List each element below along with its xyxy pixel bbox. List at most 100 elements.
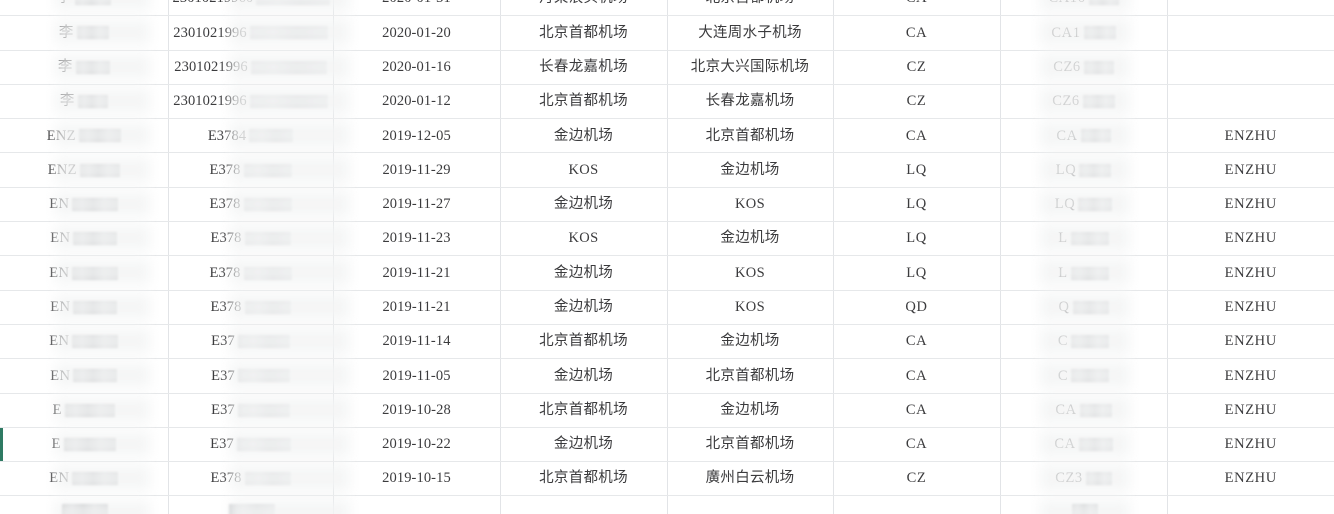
cell-passenger-name[interactable]: 李: [0, 0, 169, 17]
cell-airline-code[interactable]: CA: [832, 15, 1001, 51]
cell-flight-number[interactable]: CA: [999, 426, 1168, 463]
cell-flight-date[interactable]: 2019-10-15: [332, 461, 501, 497]
table-row[interactable]: [0, 495, 1334, 514]
cell-flight-date[interactable]: 2020-01-16: [332, 49, 501, 85]
cell-destination-airport[interactable]: 北京首都机场: [666, 426, 834, 463]
cell-airline-code[interactable]: CA: [832, 426, 1001, 463]
cell-passenger-name[interactable]: [0, 495, 169, 514]
cell-flight-date[interactable]: 2019-11-27: [332, 186, 501, 223]
cell-destination-airport[interactable]: 金边机场: [666, 323, 834, 360]
cell-destination-airport[interactable]: 北京首都机场: [666, 0, 834, 17]
cell-id-number[interactable]: 2301021996: [167, 15, 334, 51]
cell-airline-code[interactable]: LQ: [832, 152, 1001, 188]
table-row[interactable]: E E37 2019-10-22 金边机场 北京首都机场 CA CA ENZHU: [0, 426, 1334, 463]
cell-airline-code[interactable]: CA: [832, 118, 1001, 154]
cell-destination-airport[interactable]: 廣州白云机场: [666, 461, 834, 497]
table-row[interactable]: EN E378 2019-11-21 金边机场 KOS QD Q ENZHU: [0, 289, 1334, 325]
cell-origin-airport[interactable]: 丹東浪头机场: [499, 0, 668, 17]
cell-passenger-name[interactable]: 李: [0, 83, 169, 120]
table-row[interactable]: EN E37 2019-11-05 金边机场 北京首都机场 CA C ENZHU: [0, 358, 1334, 394]
cell-destination-airport[interactable]: 金边机场: [666, 152, 834, 188]
cell-airline-code[interactable]: CZ: [832, 461, 1001, 497]
cell-flight-date[interactable]: 2019-11-05: [332, 358, 501, 394]
cell-passenger-name[interactable]: EN: [0, 186, 169, 223]
cell-id-number[interactable]: E378: [167, 152, 334, 188]
cell-id-number[interactable]: E37: [167, 392, 334, 428]
cell-flight-date[interactable]: [332, 495, 501, 514]
cell-passenger-code[interactable]: ENZHU: [1166, 426, 1334, 463]
cell-passenger-name[interactable]: EN: [0, 255, 169, 291]
cell-passenger-name[interactable]: 李: [0, 49, 169, 85]
cell-origin-airport[interactable]: 北京首都机场: [499, 323, 668, 360]
cell-passenger-code[interactable]: ENZHU: [1166, 358, 1334, 394]
table-row[interactable]: EN E378 2019-11-21 金边机场 KOS LQ L ENZHU: [0, 255, 1334, 291]
cell-origin-airport[interactable]: 北京首都机场: [499, 15, 668, 51]
cell-id-number[interactable]: [167, 495, 334, 514]
cell-flight-date[interactable]: 2020-01-31: [332, 0, 501, 17]
cell-flight-number[interactable]: CZ6: [999, 83, 1168, 120]
table-row[interactable]: 李 2301021996 2020-01-12 北京首都机场 长春龙嘉机场 CZ CZ6: [0, 83, 1334, 120]
cell-origin-airport[interactable]: [499, 495, 668, 514]
cell-passenger-code[interactable]: [1166, 15, 1334, 51]
cell-flight-number[interactable]: CA1: [999, 15, 1168, 51]
table-row[interactable]: ENZ E378 2019-11-29 KOS 金边机场 LQ LQ ENZHU: [0, 152, 1334, 188]
cell-origin-airport[interactable]: 金边机场: [499, 186, 668, 223]
cell-flight-number[interactable]: [999, 495, 1168, 514]
cell-origin-airport[interactable]: 北京首都机场: [499, 392, 668, 428]
cell-flight-date[interactable]: 2020-01-12: [332, 83, 501, 120]
cell-passenger-name[interactable]: 李: [0, 15, 169, 51]
cell-passenger-name[interactable]: EN: [0, 323, 169, 360]
cell-origin-airport[interactable]: KOS: [499, 152, 668, 188]
cell-passenger-name[interactable]: EN: [0, 358, 169, 394]
cell-airline-code[interactable]: CZ: [832, 83, 1001, 120]
cell-id-number[interactable]: E378: [167, 255, 334, 291]
cell-flight-date[interactable]: 2019-11-14: [332, 323, 501, 360]
cell-id-number[interactable]: E37: [167, 426, 334, 463]
cell-airline-code[interactable]: CZ: [832, 49, 1001, 85]
cell-flight-number[interactable]: C: [999, 323, 1168, 360]
cell-flight-number[interactable]: CZ3: [999, 461, 1168, 497]
table-row[interactable]: EN E378 2019-10-15 北京首都机场 廣州白云机场 CZ CZ3 ENZHU: [0, 461, 1334, 497]
cell-airline-code[interactable]: CA: [832, 392, 1001, 428]
cell-airline-code[interactable]: [832, 495, 1001, 514]
cell-passenger-code[interactable]: ENZHU: [1166, 152, 1334, 188]
cell-passenger-name[interactable]: EN: [0, 221, 169, 257]
cell-airline-code[interactable]: LQ: [832, 186, 1001, 223]
cell-id-number[interactable]: E3784: [167, 118, 334, 154]
cell-id-number[interactable]: E378: [167, 221, 334, 257]
cell-id-number[interactable]: E378: [167, 461, 334, 497]
cell-flight-number[interactable]: CA: [999, 392, 1168, 428]
cell-passenger-code[interactable]: ENZHU: [1166, 461, 1334, 497]
cell-passenger-code[interactable]: ENZHU: [1166, 221, 1334, 257]
cell-flight-number[interactable]: Q: [999, 289, 1168, 325]
cell-id-number[interactable]: 23010219960: [167, 0, 334, 17]
cell-destination-airport[interactable]: KOS: [666, 289, 834, 325]
cell-airline-code[interactable]: CA: [832, 358, 1001, 394]
cell-origin-airport[interactable]: 金边机场: [499, 426, 668, 463]
cell-flight-number[interactable]: L: [999, 221, 1168, 257]
cell-flight-date[interactable]: 2020-01-20: [332, 15, 501, 51]
cell-origin-airport[interactable]: 金边机场: [499, 255, 668, 291]
cell-origin-airport[interactable]: 金边机场: [499, 289, 668, 325]
cell-airline-code[interactable]: CA: [832, 0, 1001, 17]
cell-passenger-name[interactable]: ENZ: [0, 118, 169, 154]
table-row[interactable]: 李 2301021996 2020-01-20 北京首都机场 大连周水子机场 CA CA1: [0, 15, 1334, 51]
cell-passenger-code[interactable]: [1166, 49, 1334, 85]
cell-origin-airport[interactable]: 金边机场: [499, 118, 668, 154]
cell-origin-airport[interactable]: 北京首都机场: [499, 461, 668, 497]
table-row[interactable]: 李 23010219960 2020-01-31 丹東浪头机场 北京首都机场 CA CA16: [0, 0, 1334, 17]
cell-passenger-name[interactable]: ENZ: [0, 152, 169, 188]
cell-flight-number[interactable]: LQ: [999, 152, 1168, 188]
cell-id-number[interactable]: E37: [167, 358, 334, 394]
cell-passenger-code[interactable]: ENZHU: [1166, 392, 1334, 428]
cell-destination-airport[interactable]: 大连周水子机场: [666, 15, 834, 51]
cell-passenger-code[interactable]: ENZHU: [1166, 289, 1334, 325]
cell-id-number[interactable]: E37: [167, 323, 334, 360]
cell-flight-number[interactable]: CA: [999, 118, 1168, 154]
cell-passenger-name[interactable]: EN: [0, 461, 169, 497]
cell-destination-airport[interactable]: 长春龙嘉机场: [666, 83, 834, 120]
cell-origin-airport[interactable]: 金边机场: [499, 358, 668, 394]
cell-destination-airport[interactable]: 金边机场: [666, 392, 834, 428]
cell-id-number[interactable]: 2301021996: [167, 49, 334, 85]
